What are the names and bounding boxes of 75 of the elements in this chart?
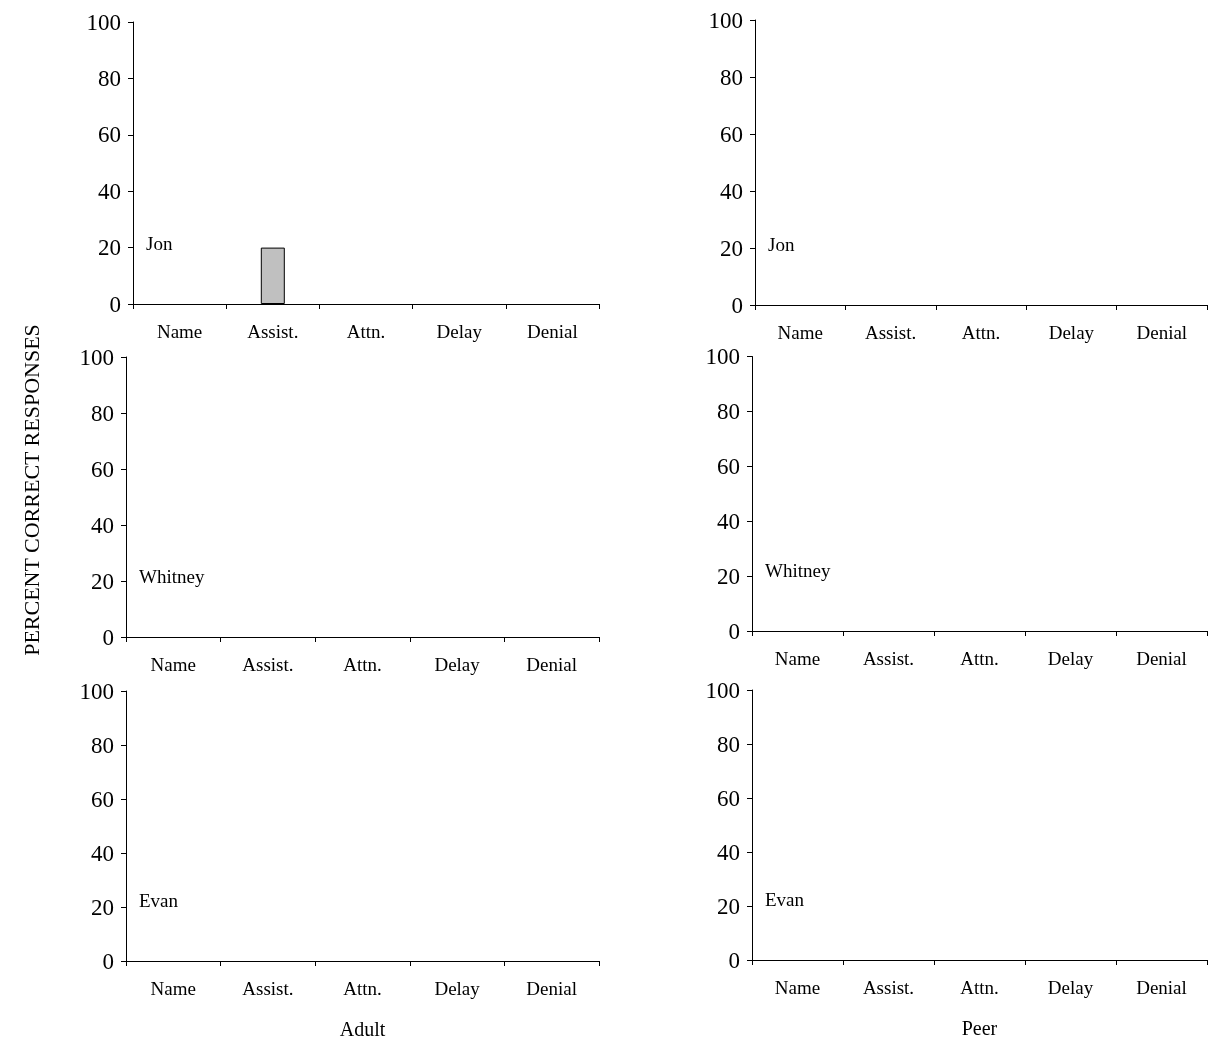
- y-tick-label: 100: [705, 344, 740, 369]
- y-tick-label: 20: [91, 568, 114, 594]
- x-tick-label: Assist.: [864, 322, 917, 343]
- y-tick-label: 0: [109, 291, 121, 317]
- x-tick-label: Denial: [1136, 648, 1187, 669]
- y-tick-label: 40: [91, 512, 114, 538]
- y-tick-label: 0: [102, 948, 114, 974]
- y-tick-label: 20: [720, 235, 743, 261]
- x-tick-label: Name: [156, 321, 203, 342]
- y-tick-label: 20: [717, 563, 740, 589]
- annotation: Evan: [765, 889, 805, 910]
- y-tick-label: 100: [86, 9, 121, 35]
- y-tick-label: 80: [91, 400, 114, 426]
- x-tick-label: Name: [150, 978, 196, 999]
- y-tick-label: 60: [98, 122, 121, 148]
- y-tick-label: 0: [731, 292, 743, 318]
- y-tick-label: 0: [728, 947, 740, 973]
- x-tick-label: Attn.: [960, 648, 999, 669]
- x-tick-label: Assist.: [242, 654, 294, 675]
- x-tick-label: Name: [774, 977, 821, 998]
- x-tick-label: Denial: [526, 978, 578, 999]
- x-tick-label: Delay: [1048, 322, 1095, 343]
- x-tick-label: Delay: [1047, 648, 1094, 669]
- x-tick-label: Denial: [1136, 322, 1188, 343]
- x-axis-title: Adult: [339, 1018, 386, 1040]
- y-tick-label: 80: [91, 732, 114, 758]
- x-tick-label: Attn.: [346, 321, 386, 342]
- y-tick-label: 0: [102, 624, 114, 650]
- y-tick-label: 40: [720, 178, 743, 204]
- y-tick-label: 80: [98, 65, 121, 91]
- x-tick-label: Delay: [434, 978, 481, 999]
- y-tick-label: 40: [98, 178, 121, 204]
- x-tick-label: Delay: [1047, 977, 1094, 998]
- y-tick-label: 100: [705, 677, 740, 703]
- x-tick-label: Assist.: [242, 978, 294, 999]
- x-tick-label: Attn.: [343, 978, 382, 999]
- y-tick-label: 60: [717, 785, 740, 811]
- x-tick-label: Assist.: [862, 977, 915, 998]
- y-tick-label: 20: [717, 893, 740, 919]
- y-tick-label: 0: [728, 618, 740, 644]
- x-tick-label: Denial: [527, 321, 578, 342]
- y-tick-label: 20: [98, 235, 121, 261]
- y-tick-label: 100: [79, 678, 114, 704]
- y-tick-label: 80: [717, 398, 740, 424]
- x-tick-label: Assist.: [862, 648, 915, 669]
- y-tick-label: 60: [720, 121, 743, 147]
- y-tick-label: 60: [91, 456, 114, 482]
- y-tick-label: 40: [91, 840, 114, 866]
- x-axis-title: Peer: [961, 1017, 998, 1039]
- x-tick-label: Assist.: [247, 321, 299, 342]
- x-tick-label: Name: [150, 654, 196, 675]
- annotation: Evan: [139, 890, 179, 911]
- y-axis-title: PERCENT CORRECT RESPONSES: [19, 324, 45, 656]
- x-tick-label: Denial: [526, 654, 578, 675]
- x-tick-label: Attn.: [961, 322, 1001, 343]
- x-tick-label: Delay: [434, 654, 481, 675]
- y-tick-label: 100: [708, 7, 743, 33]
- y-tick-label: 60: [717, 453, 740, 479]
- x-tick-label: Denial: [1136, 977, 1187, 998]
- y-tick-label: 40: [717, 508, 740, 534]
- y-tick-label: 20: [91, 894, 114, 920]
- y-tick-label: 100: [79, 344, 114, 370]
- x-tick-label: Name: [777, 322, 823, 343]
- x-tick-label: Attn.: [960, 977, 999, 998]
- x-tick-label: Name: [774, 648, 821, 669]
- y-tick-label: 60: [91, 786, 114, 812]
- x-tick-label: Attn.: [343, 654, 382, 675]
- y-tick-label: 40: [717, 839, 740, 865]
- annotation: Jon: [768, 234, 795, 255]
- y-tick-label: 80: [720, 64, 743, 90]
- y-tick-label: 80: [717, 731, 740, 757]
- annotation: Whitney: [765, 560, 831, 581]
- annotation: Whitney: [139, 566, 205, 587]
- annotation: Jon: [146, 233, 173, 254]
- x-tick-label: Delay: [436, 321, 483, 342]
